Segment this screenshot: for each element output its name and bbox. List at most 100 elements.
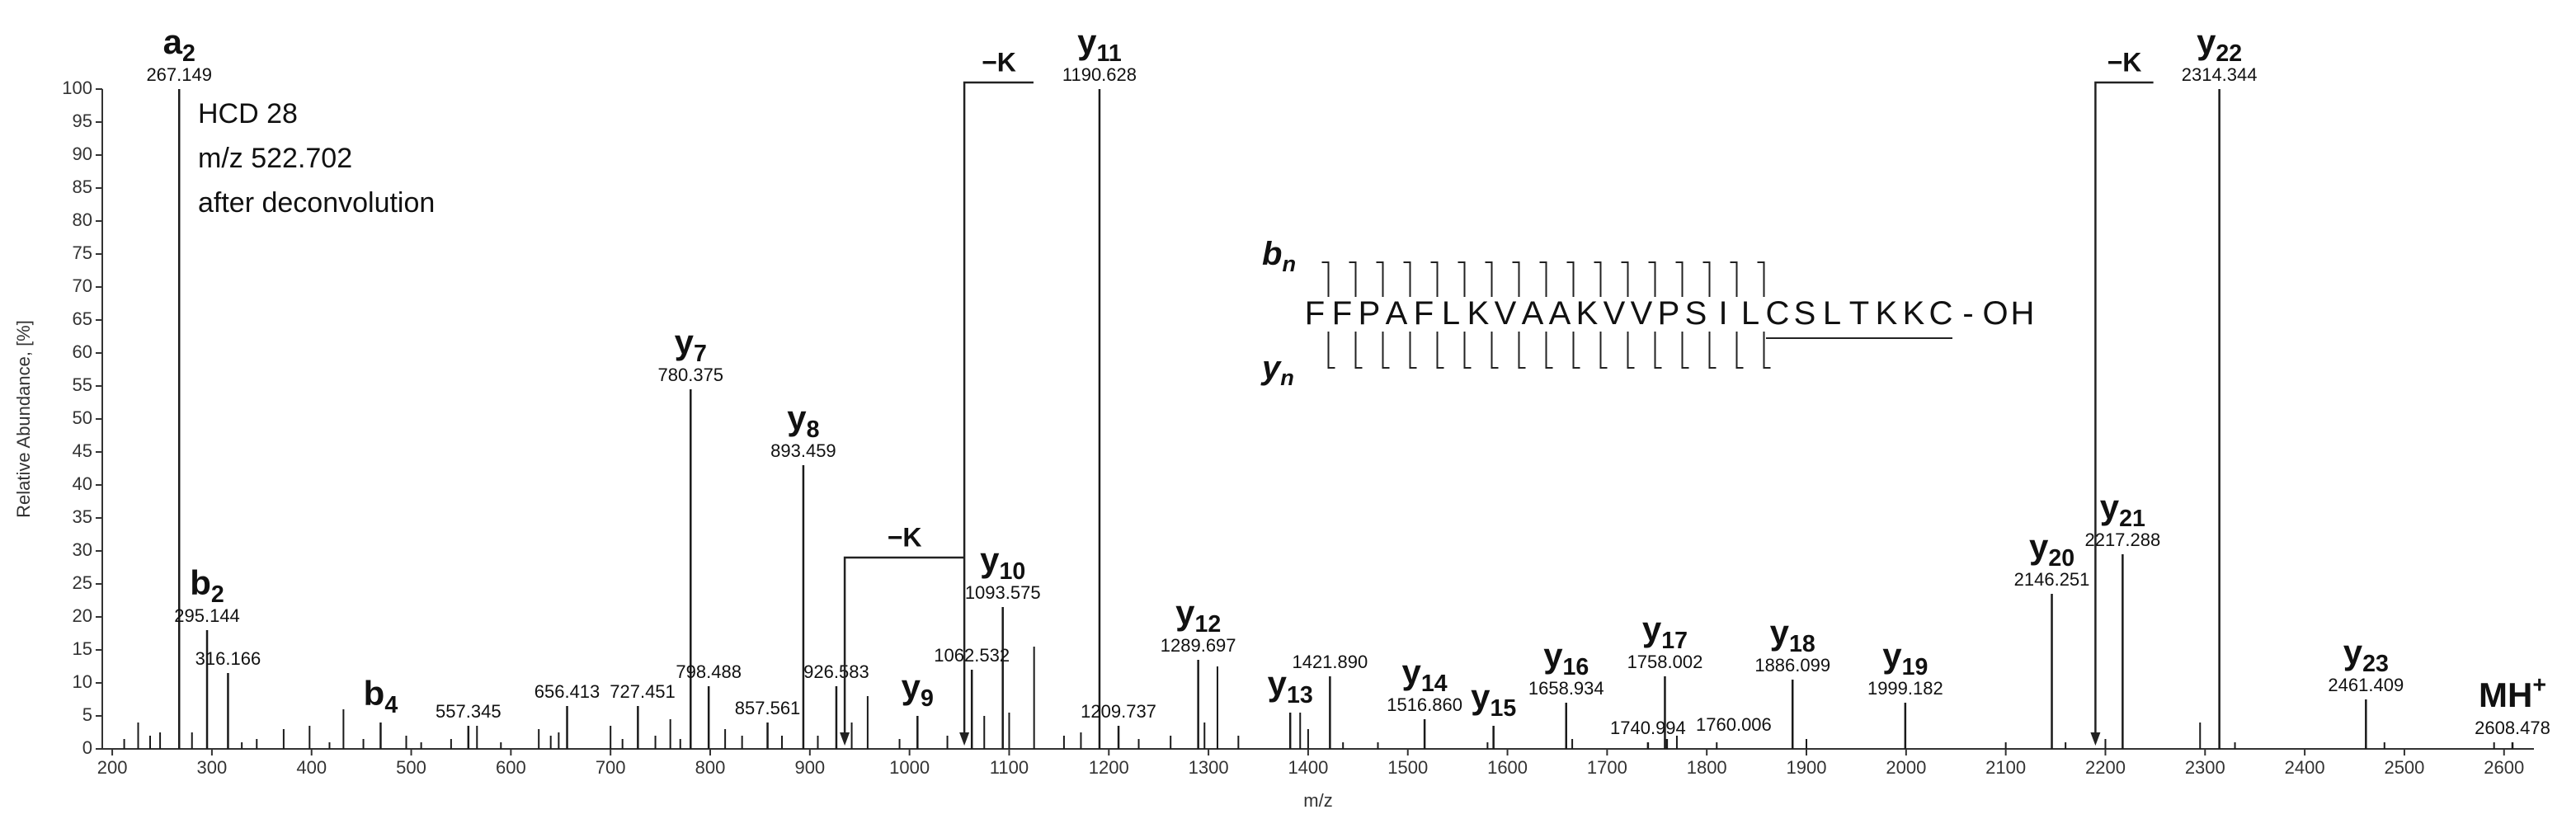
- y-tick-label: 60: [73, 341, 92, 362]
- ion-label: y10: [980, 540, 1025, 584]
- x-tick-label: 600: [496, 757, 526, 778]
- ion-label: y14: [1402, 652, 1448, 696]
- x-tick-label: 1100: [990, 757, 1029, 778]
- x-tick-label: 1400: [1288, 757, 1328, 778]
- mz-label: 1093.575: [965, 582, 1041, 603]
- ion-label: y19: [1882, 636, 1928, 680]
- x-tick-label: 2600: [2484, 757, 2524, 778]
- mz-label: 1758.002: [1627, 652, 1703, 672]
- y-tick-label: 85: [73, 177, 92, 197]
- y-tick-label: 45: [73, 440, 92, 461]
- x-tick-label: 1200: [1089, 757, 1129, 778]
- mz-label: 1209.737: [1081, 701, 1156, 722]
- y-tick-label: 55: [73, 374, 92, 395]
- loss-bracket: [963, 81, 1034, 737]
- y-tick-label: 40: [73, 473, 92, 494]
- ion-label: y21: [2100, 487, 2145, 531]
- mz-label: 1190.628: [1062, 64, 1137, 85]
- b-cleavage: [1512, 261, 1520, 297]
- y-tick-label: 100: [62, 78, 92, 98]
- info-text: HCD 28: [198, 98, 298, 129]
- x-axis-label: m/z: [1303, 790, 1332, 811]
- y-tick-label: 0: [82, 737, 92, 758]
- b-cleavage: [1403, 261, 1411, 297]
- mz-label: 1516.860: [1387, 694, 1462, 715]
- y-cleavage: [1681, 332, 1689, 369]
- y-cleavage: [1354, 332, 1363, 369]
- y-cleavage: [1763, 332, 1771, 369]
- b-cleavage: [1376, 261, 1384, 297]
- sequence: F F P A F L K V A A K V V P S I L C S L T K K C - OH: [1305, 295, 2035, 332]
- x-tick-label: 2500: [2384, 757, 2424, 778]
- y-tick-label: 95: [73, 111, 92, 131]
- x-tick-label: 1900: [1787, 757, 1827, 778]
- b-cleavage: [1757, 261, 1765, 297]
- b-cleavage: [1321, 261, 1330, 297]
- mz-label: 857.561: [735, 698, 801, 718]
- loss-label: −K: [2107, 47, 2142, 77]
- x-tick-label: 2100: [1985, 757, 2026, 778]
- x-tick-label: 2400: [2285, 757, 2325, 778]
- b-cleavage: [1539, 261, 1547, 297]
- mz-label: 1760.006: [1696, 714, 1772, 735]
- loss-label: −K: [888, 522, 922, 552]
- y-cleavage: [1545, 332, 1553, 369]
- mz-label: 267.149: [146, 64, 212, 85]
- mz-label: 2314.344: [2182, 64, 2258, 85]
- mz-label: 1658.934: [1528, 678, 1604, 699]
- b-cleavage: [1675, 261, 1684, 297]
- x-tick-label: 500: [396, 757, 426, 778]
- x-tick-label: 2000: [1886, 757, 1926, 778]
- y-cleavage: [1654, 332, 1662, 369]
- y-cleavage: [1327, 332, 1335, 369]
- x-tick-label: 900: [794, 757, 825, 778]
- ion-label: y17: [1642, 610, 1688, 653]
- ion-label: b2: [190, 563, 224, 607]
- y-tick-label: 20: [73, 605, 92, 626]
- mz-label: 780.375: [658, 365, 724, 385]
- loss-arrowhead: [840, 732, 850, 746]
- b-cleavage: [1349, 261, 1357, 297]
- ion-label: y12: [1175, 593, 1221, 637]
- mz-label: 316.166: [195, 648, 261, 669]
- x-tick-label: 1800: [1687, 757, 1727, 778]
- mz-label: 727.451: [610, 681, 676, 702]
- ion-label: y16: [1543, 636, 1589, 680]
- ion-label: y8: [787, 398, 819, 442]
- mz-label: 2146.251: [2014, 569, 2090, 590]
- x-tick-label: 300: [197, 757, 228, 778]
- ion-label: y15: [1471, 677, 1516, 721]
- y-tick-label: 35: [73, 506, 92, 527]
- loss-arrowhead: [959, 732, 970, 746]
- ion-label: y9: [902, 667, 934, 711]
- loss-arrowhead: [2090, 732, 2101, 746]
- b-cleavage: [1730, 261, 1738, 297]
- ion-label: y20: [2029, 527, 2074, 571]
- ion-label: MH+: [2479, 672, 2546, 715]
- y-tick-label: 30: [73, 539, 92, 560]
- mz-label: 2217.288: [2084, 530, 2160, 550]
- y-cleavage: [1518, 332, 1526, 369]
- mz-label: 798.488: [676, 661, 742, 682]
- x-tick-label: 2300: [2185, 757, 2225, 778]
- mz-label: 656.413: [535, 681, 600, 702]
- ion-label: y18: [1770, 613, 1815, 657]
- y-tick-label: 5: [82, 704, 92, 725]
- mz-label: 2461.409: [2328, 675, 2404, 695]
- b-cleavage: [1430, 261, 1439, 297]
- y-cleavage: [1409, 332, 1417, 369]
- mz-label: 557.345: [436, 701, 502, 722]
- b-cleavage: [1702, 261, 1711, 297]
- y-tick-label: 75: [73, 242, 92, 263]
- mz-label: 1999.182: [1867, 678, 1943, 699]
- b-cleavage: [1458, 261, 1466, 297]
- x-tick-label: 1000: [889, 757, 930, 778]
- ion-label: y13: [1268, 664, 1313, 708]
- y-tick-label: 10: [73, 671, 92, 692]
- y-tick-label: 15: [73, 638, 92, 659]
- b-cleavage: [1566, 261, 1575, 297]
- b-cleavage: [1621, 261, 1629, 297]
- mz-label: 1289.697: [1161, 635, 1236, 656]
- y-tick-label: 25: [73, 572, 92, 593]
